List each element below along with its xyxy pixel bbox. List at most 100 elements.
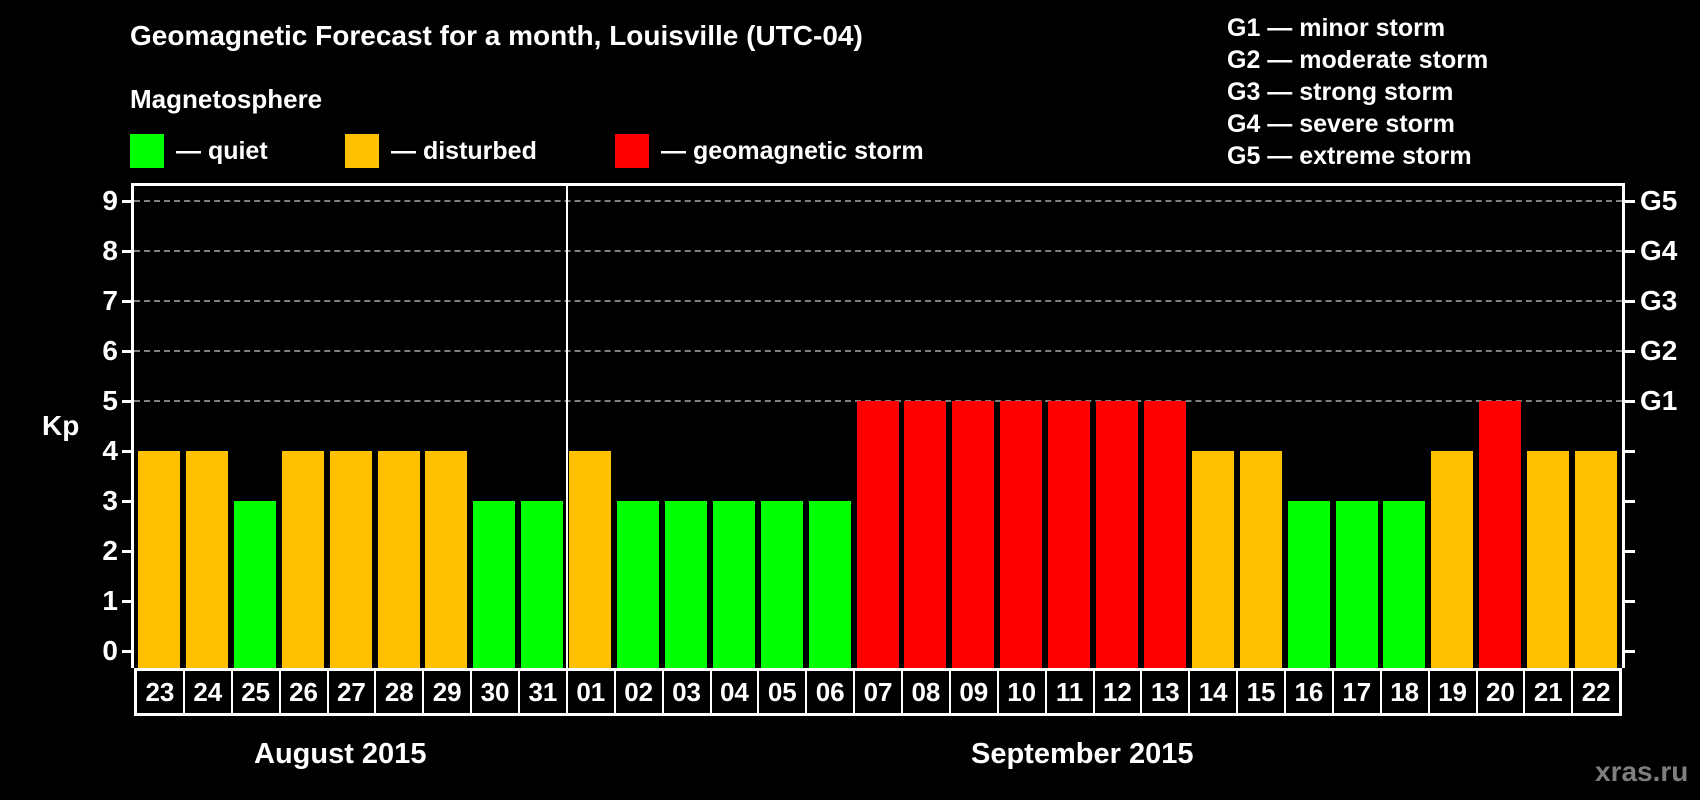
date-cell: 17 — [1334, 671, 1382, 713]
quiet-swatch-icon — [130, 134, 164, 168]
y-tick — [122, 450, 132, 453]
right-tick — [1625, 550, 1635, 553]
date-cell: 16 — [1286, 671, 1334, 713]
legend-label: — disturbed — [391, 136, 537, 165]
date-cell: 05 — [759, 671, 808, 713]
date-cell: 28 — [376, 671, 425, 713]
y-tick-label: 2 — [102, 535, 118, 566]
gridline — [134, 350, 1622, 352]
kp-bar-disturbed — [186, 451, 228, 668]
kp-bar-disturbed — [138, 451, 180, 668]
y-tick — [122, 600, 132, 603]
y-tick-label: 4 — [102, 435, 118, 466]
right-tick — [1625, 450, 1635, 453]
y-tick-label: 6 — [102, 335, 118, 366]
kp-bar-disturbed — [425, 451, 467, 668]
right-tick — [1625, 300, 1635, 303]
storm-level-label: G4 — [1640, 235, 1678, 266]
watermark: xras.ru — [1595, 756, 1689, 787]
storm-scale-g1: G1 — minor storm — [1227, 14, 1446, 42]
date-cell: 25 — [233, 671, 281, 713]
date-cell: 07 — [855, 671, 903, 713]
kp-bar-storm — [904, 401, 946, 668]
y-tick — [122, 250, 132, 253]
kp-bar-quiet — [713, 501, 755, 668]
kp-bar-disturbed — [1575, 451, 1617, 668]
date-cell: 03 — [664, 671, 712, 713]
kp-bar-storm — [1144, 401, 1186, 668]
kp-bar-disturbed — [1431, 451, 1473, 668]
date-row: 23 24 25 26 27 28 29 30 31 01 02 03 04 05 06 07 08 09 10 11… — [134, 668, 1622, 716]
y-tick — [122, 200, 132, 203]
right-tick — [1625, 350, 1635, 353]
y-tick — [122, 300, 132, 303]
kp-bar-quiet — [1288, 501, 1330, 668]
date-cell: 04 — [712, 671, 760, 713]
date-cell: 20 — [1478, 671, 1526, 713]
storm-swatch-icon — [615, 134, 649, 168]
kp-bar-quiet — [234, 501, 276, 668]
kp-bar-quiet — [665, 501, 707, 668]
kp-bar-quiet — [809, 501, 851, 668]
kp-bar-storm — [857, 401, 899, 668]
kp-bar-disturbed — [569, 451, 611, 668]
storm-scale-g3: G3 — strong storm — [1227, 78, 1454, 106]
date-cell: 09 — [951, 671, 999, 713]
y-tick — [122, 550, 132, 553]
kp-bar-disturbed — [378, 451, 420, 668]
kp-bar-quiet — [1336, 501, 1378, 668]
legend-heading: Magnetosphere — [130, 84, 323, 114]
date-cell: 23 — [137, 671, 185, 713]
right-tick — [1625, 650, 1635, 653]
legend-item-disturbed: — disturbed — [345, 134, 537, 168]
y-tick-label: 8 — [102, 235, 118, 266]
date-cell: 15 — [1238, 671, 1286, 713]
storm-scale-g4: G4 — severe storm — [1227, 110, 1455, 138]
month-label-august: August 2015 — [254, 738, 427, 770]
kp-bar-disturbed — [1527, 451, 1569, 668]
date-cell: 31 — [520, 671, 568, 713]
legend-label: — quiet — [176, 136, 268, 165]
y-tick — [122, 350, 132, 353]
gridline — [134, 250, 1622, 252]
date-cell: 22 — [1581, 677, 1611, 707]
date-cell: 10 — [999, 671, 1047, 713]
gridline — [134, 200, 1622, 202]
right-tick — [1625, 400, 1635, 403]
date-cell: 13 — [1142, 671, 1191, 713]
date-cell: 29 — [424, 671, 473, 713]
y-axis-label: Kp — [42, 410, 80, 441]
plot-area — [131, 183, 1625, 668]
storm-level-label: G3 — [1640, 285, 1678, 316]
kp-bar-disturbed — [1240, 451, 1282, 668]
y-tick-label: 5 — [102, 385, 118, 416]
date-cell: 18 — [1382, 671, 1430, 713]
kp-bar-storm — [1000, 401, 1042, 668]
kp-bar-quiet — [521, 501, 563, 668]
y-tick — [122, 650, 132, 653]
date-cell: 27 — [329, 671, 377, 713]
date-cell: 21 — [1525, 671, 1574, 713]
right-tick — [1625, 600, 1635, 603]
date-cell: 30 — [472, 671, 520, 713]
storm-scale-g5: G5 — extreme storm — [1227, 142, 1472, 170]
y-tick — [122, 400, 132, 403]
kp-bar-quiet — [761, 501, 803, 668]
kp-bar-storm — [952, 401, 994, 668]
right-tick — [1625, 500, 1635, 503]
kp-bar-disturbed — [330, 451, 372, 668]
storm-level-label: G1 — [1640, 385, 1678, 416]
kp-bar-quiet — [473, 501, 515, 668]
y-tick-label: 9 — [102, 185, 118, 216]
storm-level-label: G2 — [1640, 335, 1678, 366]
storm-scale-g2: G2 — moderate storm — [1227, 46, 1489, 74]
storm-level-label: G5 — [1640, 185, 1678, 216]
month-divider — [566, 183, 568, 668]
chart-title: Geomagnetic Forecast for a month, Louisv… — [130, 20, 863, 51]
y-tick-label: 1 — [102, 585, 118, 616]
legend-item-quiet: — quiet — [130, 134, 268, 168]
kp-bar-storm — [1048, 401, 1090, 668]
date-cell: 06 — [807, 671, 856, 713]
y-tick-label: 0 — [102, 635, 118, 666]
date-cell: 01 — [568, 671, 616, 713]
